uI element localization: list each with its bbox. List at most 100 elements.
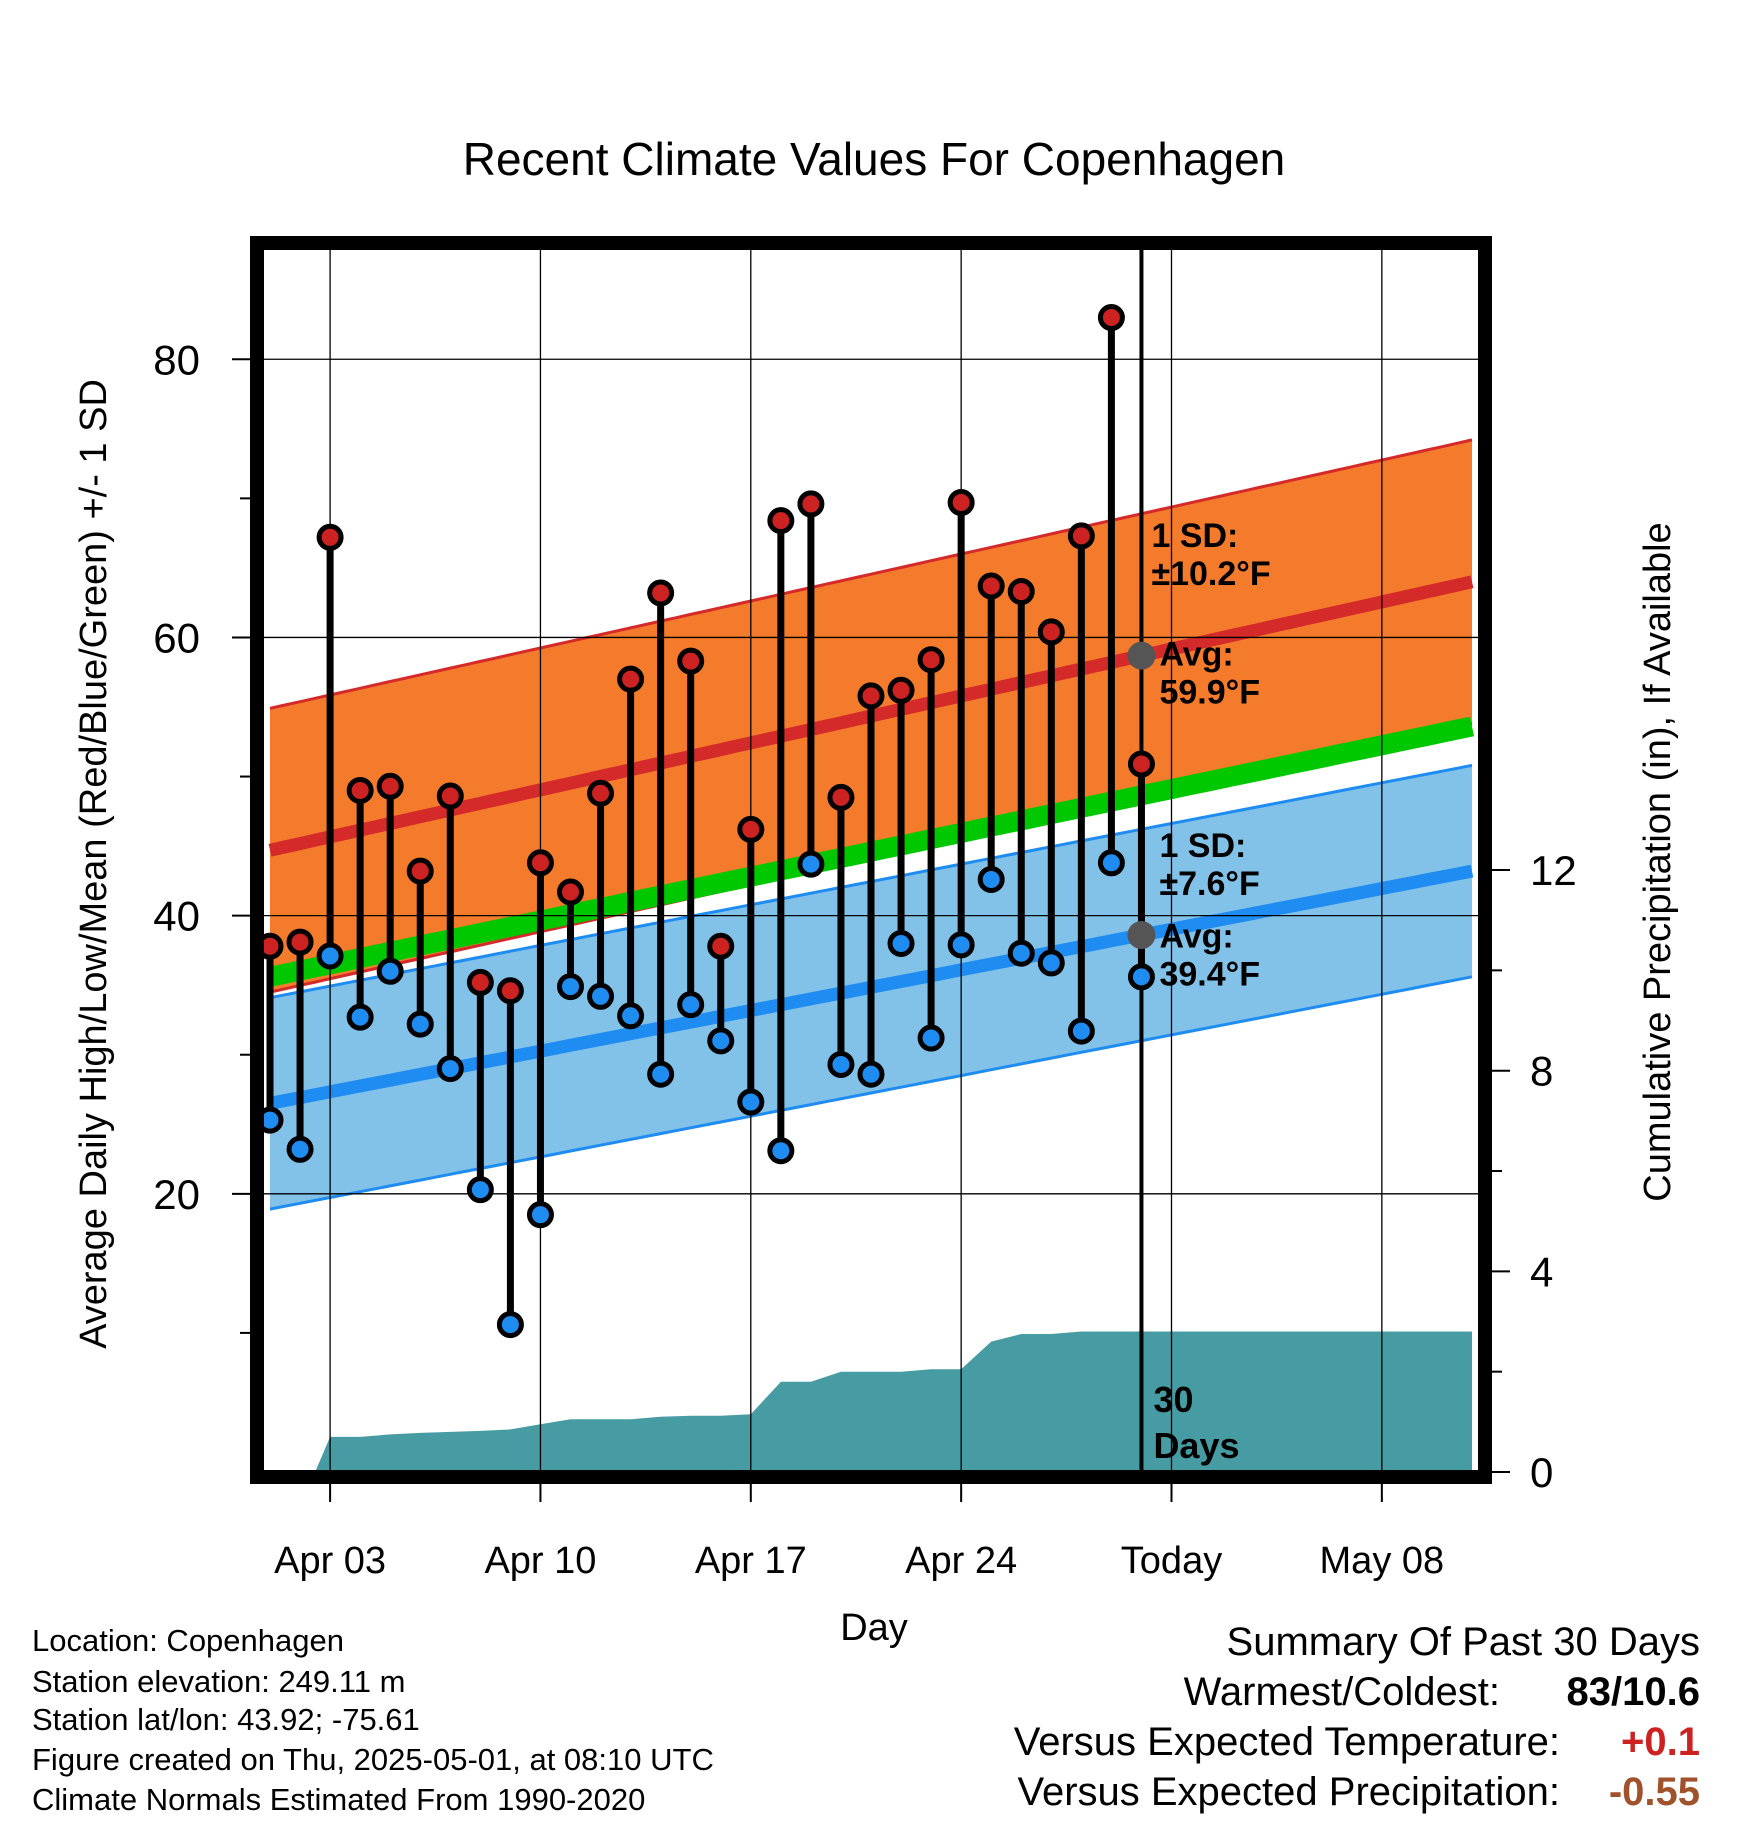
low-point <box>737 1088 765 1116</box>
high-point <box>466 968 494 996</box>
climate-normals-text: Climate Normals Estimated From 1990-2020 <box>32 1782 646 1817</box>
high-point <box>647 579 675 607</box>
high-avg-annotation: 59.9°F <box>1159 673 1260 711</box>
low-point <box>436 1055 464 1083</box>
low-point <box>917 1024 945 1052</box>
high-point <box>857 682 885 710</box>
station-elevation-text: Station elevation: 249.11 m <box>32 1664 406 1699</box>
low-point <box>947 931 975 959</box>
high-point <box>1127 750 1155 778</box>
y-tick-label: 20 <box>153 1171 200 1218</box>
low-sd-annotation: 1 SD: <box>1159 827 1246 865</box>
high-point <box>526 849 554 877</box>
summary-heading: Summary Of Past 30 Days <box>1226 1620 1700 1664</box>
chart-title: Recent Climate Values For Copenhagen <box>463 133 1286 185</box>
high-point <box>707 932 735 960</box>
temp-vs-expected-label: Versus Expected Temperature: <box>1013 1720 1560 1764</box>
x-tick-label: Apr 17 <box>695 1540 807 1582</box>
high-sd-annotation: 1 SD: <box>1151 517 1238 555</box>
y-tick-label: 80 <box>153 336 200 383</box>
low-point <box>857 1060 885 1088</box>
high-point <box>587 779 615 807</box>
low-point <box>977 865 1005 893</box>
high-point <box>406 857 434 885</box>
high-point <box>827 783 855 811</box>
low-point <box>406 1010 434 1038</box>
high-point <box>557 878 584 906</box>
low-point <box>376 957 404 985</box>
location-text: Location: Copenhagen <box>32 1623 344 1658</box>
low-point <box>262 1106 284 1134</box>
today-days-label: 30 <box>1153 1379 1193 1420</box>
low-point <box>797 850 825 878</box>
low-point <box>1067 1017 1095 1045</box>
y-axis-right-label: Cumulative Precipitation (in), If Availa… <box>1637 522 1679 1201</box>
warm-cold-value: 83/10.6 <box>1566 1670 1700 1714</box>
high-point <box>376 772 404 800</box>
low-point <box>887 929 915 957</box>
low-point <box>647 1060 675 1088</box>
x-axis-label: Day <box>840 1607 908 1649</box>
x-tick-label: Today <box>1121 1540 1222 1582</box>
high-point <box>617 665 645 693</box>
low-point <box>526 1201 554 1229</box>
cumulative-precip-area <box>270 1331 1472 1472</box>
high-point <box>1097 304 1125 332</box>
high-point <box>737 815 765 843</box>
low-point <box>1097 849 1125 877</box>
precip-vs-expected-label: Versus Expected Precipitation: <box>1017 1770 1560 1814</box>
low-point <box>707 1027 735 1055</box>
low-point <box>286 1135 314 1163</box>
temp-vs-expected-value: +0.1 <box>1621 1720 1700 1764</box>
low-point <box>617 1002 645 1030</box>
x-tick-label: Apr 10 <box>484 1540 596 1582</box>
high-point <box>1007 578 1035 606</box>
high-point <box>286 928 314 956</box>
low-point <box>1037 949 1065 977</box>
y-right-tick-label: 4 <box>1530 1248 1553 1295</box>
high-point <box>316 523 344 551</box>
low-point <box>496 1311 524 1339</box>
low-point <box>587 982 615 1010</box>
high-point <box>887 676 915 704</box>
x-tick-label: Apr 03 <box>274 1540 386 1582</box>
low-point <box>1127 963 1155 991</box>
normal-high-today-marker <box>1127 641 1156 670</box>
y-axis-label: Average Daily High/Low/Mean (Red/Blue/Gr… <box>73 379 115 1349</box>
high-point <box>797 490 825 518</box>
high-point <box>262 932 284 960</box>
low-point <box>767 1137 795 1165</box>
high-point <box>1037 618 1065 646</box>
plot-area <box>262 248 1480 1472</box>
y-tick-label: 60 <box>153 614 200 661</box>
high-band-upper-edge <box>269 438 1473 710</box>
low-point <box>466 1176 494 1204</box>
normal-low-today-marker <box>1127 921 1156 950</box>
station-latlon-text: Station lat/lon: 43.92; -75.61 <box>32 1702 420 1737</box>
high-point <box>917 646 945 674</box>
high-point <box>677 647 705 675</box>
figure-created-text: Figure created on Thu, 2025-05-01, at 08… <box>32 1742 714 1777</box>
low-point <box>346 1003 374 1031</box>
high-point <box>947 489 975 517</box>
high-point <box>1067 522 1095 550</box>
low-sd-annotation: ±7.6°F <box>1159 865 1259 903</box>
low-point <box>316 942 344 970</box>
high-sd-annotation: ±10.2°F <box>1151 555 1270 593</box>
plot-frame <box>250 236 1492 1484</box>
y-right-tick-label: 12 <box>1530 847 1577 894</box>
x-tick-label: Apr 24 <box>905 1540 1017 1582</box>
high-point <box>977 572 1005 600</box>
high-avg-annotation: Avg: <box>1159 635 1233 673</box>
warm-cold-label: Warmest/Coldest: <box>1183 1670 1500 1714</box>
low-avg-annotation: 39.4°F <box>1159 956 1260 994</box>
high-point <box>496 977 524 1005</box>
low-avg-annotation: Avg: <box>1159 918 1233 956</box>
high-point <box>346 776 374 804</box>
high-point <box>436 782 464 810</box>
x-tick-label: May 08 <box>1320 1540 1445 1582</box>
high-point <box>767 507 795 535</box>
today-days-label: Days <box>1153 1425 1239 1466</box>
low-point <box>557 973 584 1001</box>
